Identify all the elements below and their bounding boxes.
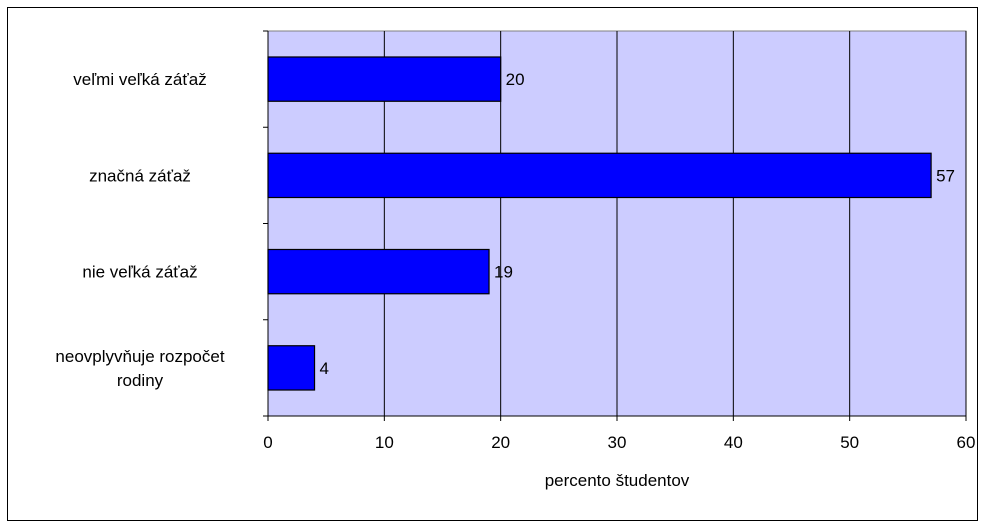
- x-tick-label-50: 50: [840, 433, 859, 452]
- x-tick-label-40: 40: [724, 433, 743, 452]
- x-tick-label-0: 0: [263, 433, 272, 452]
- chart-frame: 20 57 19 4 0 10 20 30 40 50 60 veľmi veľká záťaž zna…: [7, 7, 978, 521]
- x-tick-label-10: 10: [375, 433, 394, 452]
- bar-2: [267, 152, 932, 199]
- data-label-3: 19: [494, 263, 513, 282]
- x-tick-label-60: 60: [957, 433, 976, 452]
- bars: [267, 56, 932, 391]
- bar-3: [267, 248, 490, 295]
- category-label-2: značná záťaž: [89, 166, 191, 185]
- category-label-3: nie veľká záťaž: [82, 263, 197, 282]
- category-label-4-line-1: neovplyvňuje rozpočet: [55, 347, 224, 366]
- data-label-4: 4: [320, 359, 329, 378]
- x-axis-title: percento študentov: [545, 471, 690, 490]
- bar-1: [267, 56, 502, 102]
- data-label-1: 20: [506, 70, 525, 89]
- x-tick-label-30: 30: [608, 433, 627, 452]
- data-label-2: 57: [936, 166, 955, 185]
- axes: [263, 30, 967, 421]
- x-tick-label-20: 20: [491, 433, 510, 452]
- bar-4: [267, 345, 316, 391]
- category-label-4-line-2: rodiny: [117, 371, 164, 390]
- category-label-1: veľmi veľká záťaž: [73, 70, 206, 89]
